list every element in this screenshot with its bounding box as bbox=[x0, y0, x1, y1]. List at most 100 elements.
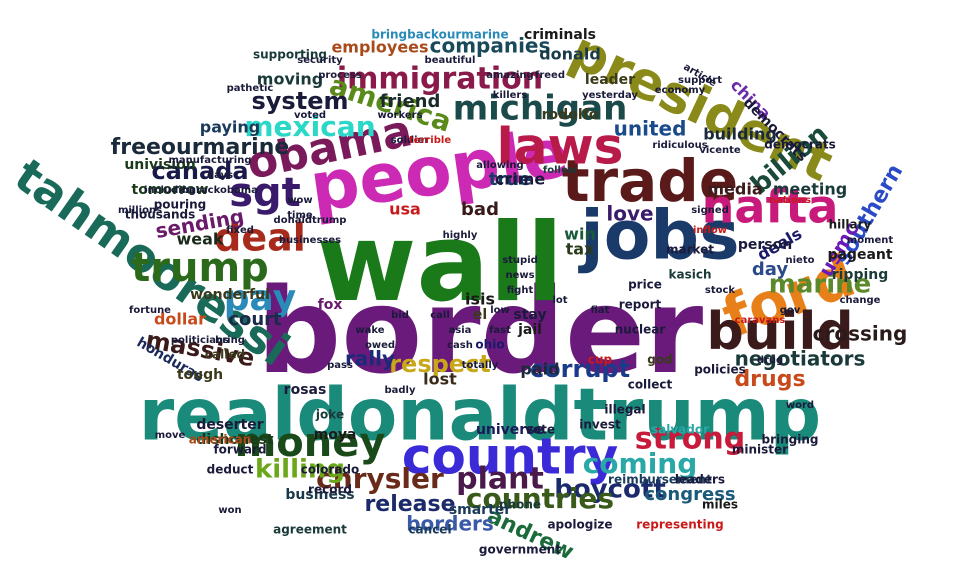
word-forward: forward bbox=[213, 443, 266, 457]
word-friend: friend bbox=[380, 91, 441, 112]
word-representing: representing bbox=[636, 518, 724, 532]
word-wall: wall bbox=[317, 201, 564, 326]
word-nuclear: nuclear bbox=[615, 323, 666, 337]
word-love: love bbox=[606, 202, 653, 226]
word-tax: tax bbox=[566, 240, 595, 259]
word-low: low bbox=[490, 305, 510, 316]
word-beautiful: beautiful bbox=[425, 55, 476, 66]
word-god: god bbox=[647, 353, 672, 367]
word-collect: collect bbox=[628, 378, 673, 392]
word-highly: highly bbox=[443, 230, 478, 241]
word-jail: jail bbox=[517, 322, 542, 338]
word-corrupt: corrupt bbox=[530, 355, 630, 383]
word-businesses: businesses bbox=[279, 235, 341, 246]
word-record: record bbox=[308, 483, 352, 497]
word-pathetic: pathetic bbox=[227, 83, 274, 94]
word-workers: workers bbox=[377, 110, 422, 121]
word-deserter: deserter bbox=[196, 417, 263, 433]
word-colorado: colorado bbox=[301, 463, 360, 477]
word-support: support bbox=[678, 75, 722, 86]
word-pass: pass bbox=[327, 360, 353, 371]
word-ridiculous: ridiculous bbox=[652, 140, 707, 151]
word-fixed: fixed bbox=[226, 225, 254, 236]
word-person: person bbox=[738, 237, 792, 253]
word-win: win bbox=[564, 225, 596, 244]
word-government: government bbox=[479, 543, 561, 557]
word-univision: univision bbox=[124, 157, 195, 173]
word-miles: miles bbox=[702, 498, 738, 512]
word-stupid: stupid bbox=[502, 255, 538, 266]
word-jobs: jobs bbox=[577, 197, 739, 276]
word-lot: lot bbox=[552, 295, 567, 306]
word-release: release bbox=[364, 492, 455, 517]
word-illegal: illegal bbox=[604, 403, 645, 417]
word-dishonest: dishonest bbox=[196, 432, 274, 448]
word-gov: gov bbox=[780, 305, 801, 316]
word-agreement: agreement bbox=[273, 523, 347, 537]
word-lost: lost bbox=[423, 370, 457, 389]
word-moya: moya bbox=[314, 427, 357, 443]
word-deduct: deduct bbox=[207, 463, 254, 477]
word-rosas: rosas bbox=[284, 382, 327, 398]
word-bringbackourmarine: bringbackourmarine bbox=[371, 28, 508, 42]
word-congress: congress bbox=[644, 484, 735, 505]
word-american: american bbox=[189, 433, 252, 447]
word-salvador: salvador bbox=[651, 423, 709, 437]
word-wake: wake bbox=[355, 325, 384, 336]
word-deal: deal bbox=[214, 216, 306, 260]
word-kasich: kasich bbox=[669, 268, 712, 282]
word-rally: rally bbox=[345, 347, 395, 371]
word-caravans: caravans bbox=[735, 315, 786, 326]
word-owed: owed bbox=[365, 340, 395, 351]
word-vicente: vicente bbox=[699, 145, 741, 156]
word-economy: economy bbox=[655, 85, 706, 96]
word-phone: phone bbox=[499, 498, 541, 512]
word-ripping: ripping bbox=[832, 267, 889, 283]
word-millions: millions bbox=[118, 205, 162, 216]
word-politicians: politicians bbox=[171, 335, 229, 346]
word-allowing: allowing bbox=[476, 160, 523, 171]
word-business: business bbox=[285, 487, 354, 503]
word-change: change bbox=[840, 295, 881, 306]
word-universe: universe bbox=[476, 422, 544, 438]
word-manufacturing: manufacturing bbox=[169, 155, 252, 166]
word-nations: nations bbox=[769, 195, 811, 206]
word-laws: laws bbox=[497, 118, 624, 176]
word-apologize: apologize bbox=[547, 518, 612, 532]
word-including: including bbox=[144, 185, 196, 196]
word-crime: crime bbox=[495, 170, 546, 189]
word-mexican: mexican bbox=[244, 110, 375, 143]
word-leader: leader bbox=[585, 72, 635, 88]
word-stay: stay bbox=[513, 307, 546, 323]
word-paying: paying bbox=[200, 118, 261, 137]
word-fast: fast bbox=[489, 325, 511, 336]
word-bringing: bringing bbox=[762, 433, 819, 447]
word-invest: invest bbox=[579, 418, 621, 432]
word-donald: donald bbox=[539, 45, 601, 64]
word-meeting: meeting bbox=[773, 180, 847, 199]
word-coming: coming bbox=[583, 447, 698, 480]
word-news: news bbox=[505, 270, 534, 281]
word-rodolfo: rodolfo bbox=[542, 107, 599, 123]
word-killers: killers bbox=[493, 90, 528, 101]
word-strong: strong bbox=[635, 422, 745, 457]
word-report: report bbox=[619, 298, 662, 312]
word-thousands: thousands bbox=[125, 208, 196, 222]
word-true: true bbox=[489, 169, 532, 190]
word-moment: moment bbox=[847, 235, 894, 246]
word-called: called bbox=[205, 348, 245, 362]
word-country: country bbox=[402, 428, 618, 486]
word-isis: isis bbox=[465, 290, 495, 309]
word-leaders: leaders bbox=[675, 473, 725, 487]
word-asia: asia bbox=[449, 325, 472, 336]
word-companies: companies bbox=[430, 34, 551, 58]
word-fortune: fortune bbox=[129, 305, 171, 316]
word-totally: totally bbox=[462, 360, 499, 371]
word-move: move bbox=[155, 430, 186, 441]
word-nieto: nieto bbox=[786, 255, 815, 266]
word-immigration: immigration bbox=[337, 62, 543, 97]
word-el: el bbox=[473, 307, 487, 323]
word-moving: moving bbox=[257, 70, 323, 89]
word-system: system bbox=[252, 87, 349, 115]
word-money: money bbox=[235, 420, 386, 466]
